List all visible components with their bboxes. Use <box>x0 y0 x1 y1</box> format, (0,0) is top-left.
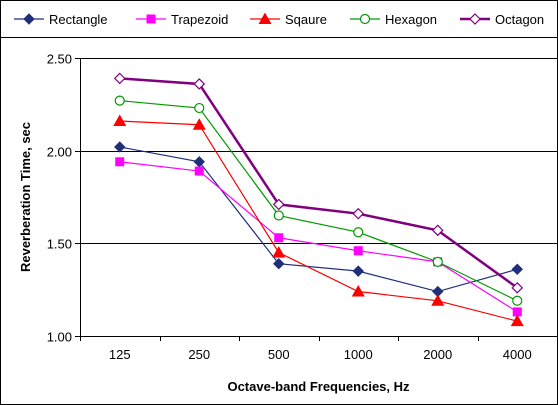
y-tick-label: 2.50 <box>47 52 72 67</box>
legend-item-octagon: Octagon <box>460 12 544 27</box>
data-point-sqaure <box>351 285 365 297</box>
series-line-rectangle <box>119 146 518 293</box>
series-line-sqaure <box>119 120 518 322</box>
y-tick-label: 1.00 <box>47 330 72 345</box>
x-ticks: 125 250 500 1000 2000 4000 <box>80 336 558 362</box>
series-line-trapezoid <box>119 161 518 313</box>
y-ticks: 1.00 1.50 2.00 2.50 <box>47 52 80 345</box>
data-point-sqaure <box>192 118 206 130</box>
series-markers <box>113 72 524 327</box>
data-point-rectangle <box>114 141 126 153</box>
data-point-octagon <box>511 281 524 294</box>
legend-marker <box>469 13 481 25</box>
legend-label: Sqaure <box>285 12 327 27</box>
y-axis-label: Reverberation Time, sec <box>18 122 33 272</box>
data-point-octagon <box>272 198 285 211</box>
legend-label: Rectangle <box>49 12 108 27</box>
data-point-rectangle <box>511 263 523 275</box>
legend-marker <box>359 13 371 25</box>
data-point-trapezoid <box>353 246 363 256</box>
legend-label: Trapezoid <box>171 12 228 27</box>
data-point-hexagon <box>353 227 364 238</box>
data-point-hexagon <box>512 295 523 306</box>
data-point-hexagon <box>432 256 443 267</box>
data-point-trapezoid <box>115 157 125 167</box>
legend-label: Hexagon <box>385 12 437 27</box>
x-tick-label: 125 <box>109 347 131 362</box>
gridlines <box>80 58 557 244</box>
legend-label: Octagon <box>495 12 544 27</box>
x-axis-label: Octave-band Frequencies, Hz <box>227 379 410 394</box>
x-tick-label: 4000 <box>503 347 532 362</box>
data-point-octagon <box>352 207 365 220</box>
legend-marker <box>23 13 35 25</box>
data-point-sqaure <box>431 294 445 306</box>
legend-item-hexagon: Hexagon <box>350 12 437 27</box>
series-line-hexagon <box>119 100 518 302</box>
series-line-octagon <box>119 77 518 289</box>
data-point-octagon <box>113 72 126 85</box>
data-point-octagon <box>431 224 444 237</box>
legend-marker <box>258 12 272 24</box>
y-tick-label: 1.50 <box>47 237 72 252</box>
legend-marker <box>146 14 156 24</box>
data-point-trapezoid <box>512 307 522 317</box>
data-point-sqaure <box>113 114 127 127</box>
data-point-hexagon <box>194 102 205 114</box>
data-point-trapezoid <box>274 233 284 243</box>
plot-area: 1.00 1.50 2.00 2.50 125 250 500 1000 2000 4000 <box>47 52 558 362</box>
data-point-octagon <box>193 78 206 90</box>
x-tick-label: 250 <box>188 347 210 362</box>
x-tick-label: 1000 <box>344 347 373 362</box>
y-tick-label: 2.00 <box>47 145 72 160</box>
data-point-rectangle <box>273 258 285 270</box>
x-tick-label: 2000 <box>423 347 452 362</box>
legend-item-rectangle: Rectangle <box>14 12 108 27</box>
legend: Rectangle Trapezoid Sqaure Hexagon Octagon <box>14 12 544 27</box>
data-point-trapezoid <box>194 166 204 176</box>
series-lines <box>119 77 518 322</box>
legend-item-trapezoid: Trapezoid <box>136 12 228 27</box>
x-tick-label: 500 <box>268 347 290 362</box>
data-point-sqaure <box>272 246 286 258</box>
data-point-sqaure <box>510 314 524 327</box>
data-point-hexagon <box>114 95 125 106</box>
data-point-rectangle <box>352 265 364 277</box>
legend-item-sqaure: Sqaure <box>250 12 327 27</box>
data-point-hexagon <box>273 210 284 221</box>
